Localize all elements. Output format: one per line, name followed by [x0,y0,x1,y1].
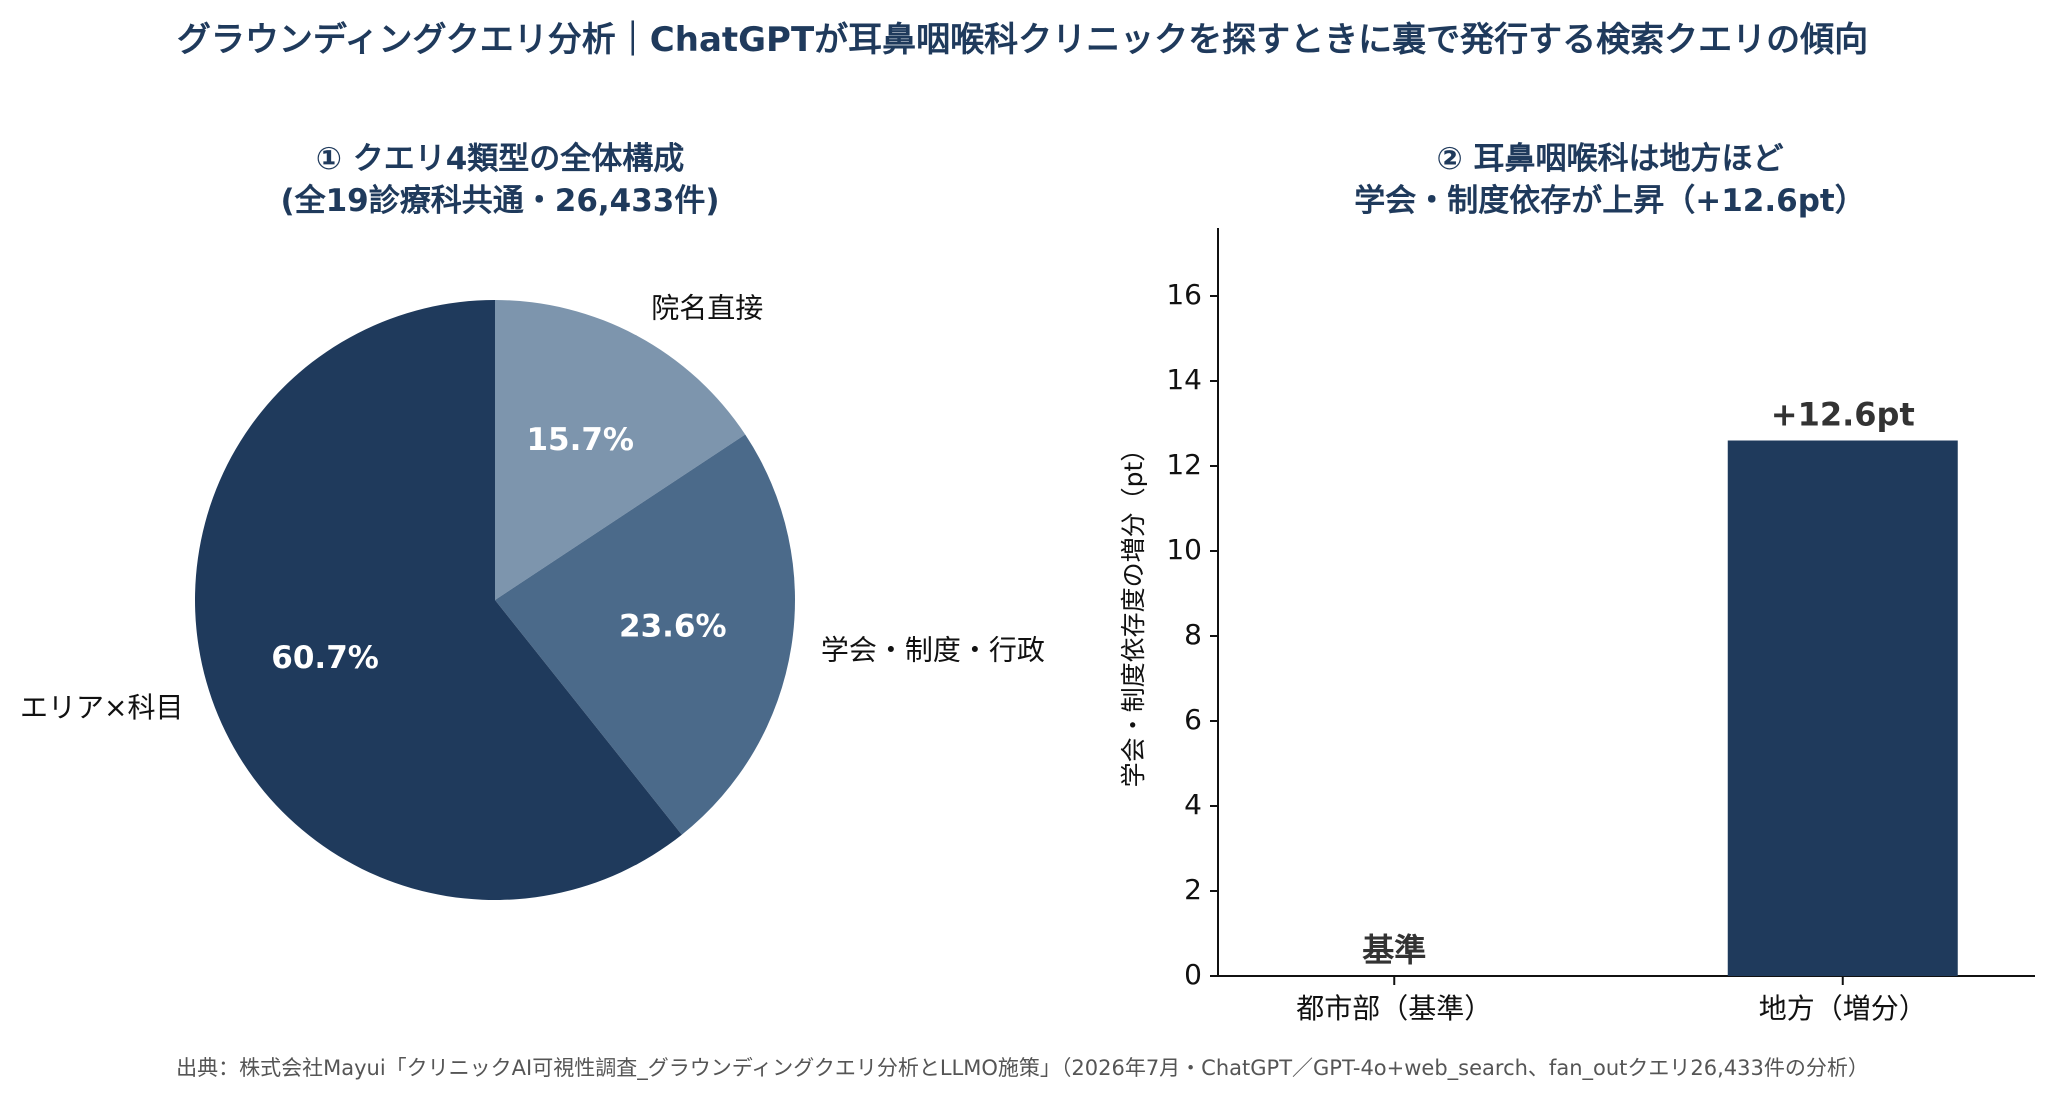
bar-value-label-2: +12.6pt [1771,396,1915,434]
pie-chart-title: ① クエリ4類型の全体構成 (全19診療科共通・26,433件) [200,138,800,222]
bar-chart: 0 2 4 6 8 10 12 14 16 学会・制度依存度の増分（pt） 都市部（基準） 基準地方（… [1119,228,2035,1025]
x-tick-label-1: 都市部（基準） [1296,992,1492,1025]
pie-value-label-2: 23.6% [619,609,727,645]
y-tick-label-7: 14 [1166,363,1202,396]
y-tick-label-4: 8 [1184,618,1202,651]
x-tick-label-2: 地方（増分） [1759,992,1927,1025]
y-tick-label-6: 12 [1166,448,1202,481]
pie-slice-2 [495,434,795,835]
main-title: グラウンディングクエリ分析｜ChatGPTが耳鼻咽喉科クリニックを探すときに裏で… [176,20,1869,60]
pie-value-label-1: 15.7% [526,422,634,458]
y-tick-label-8: 16 [1166,278,1202,311]
pie-title-line-1: ① クエリ4類型の全体構成 [315,141,685,177]
bar-chart-title: ② 耳鼻咽喉科は地方ほど 学会・制度依存が上昇（+12.6pt） [1280,138,1940,222]
bar-2 [1727,440,1958,976]
pie-category-label-2: 学会・制度・行政 [821,634,1045,667]
bar-value-label-1: 基準 [1362,931,1426,969]
y-tick-label-2: 4 [1184,788,1202,821]
y-axis-label: 学会・制度依存度の増分（pt） [1119,437,1148,788]
bar-title-line-1: ② 耳鼻咽喉科は地方ほど [1436,141,1784,177]
pie-category-label-3: エリア×科目 [20,691,183,724]
source-note: 出典：株式会社Mayui「クリニックAI可視性調査_グラウンディングクエリ分析と… [176,1056,1869,1080]
pie-slice-1 [495,300,746,600]
y-tick-label-1: 2 [1184,873,1202,906]
pie-slice-3 [195,300,682,900]
pie-category-label-1: 院名直接 [651,291,763,324]
pie-chart: 15.7% 院名直接 23.6% 学会・制度・行政 60.7% エリア×科目 [20,291,1045,900]
bar-title-line-2: 学会・制度依存が上昇（+12.6pt） [1354,183,1866,219]
y-tick-label-0: 0 [1184,958,1202,991]
y-tick-label-5: 10 [1166,533,1202,566]
pie-title-line-2: (全19診療科共通・26,433件) [280,183,720,219]
y-tick-label-3: 6 [1184,703,1202,736]
pie-value-label-3: 60.7% [271,640,379,676]
